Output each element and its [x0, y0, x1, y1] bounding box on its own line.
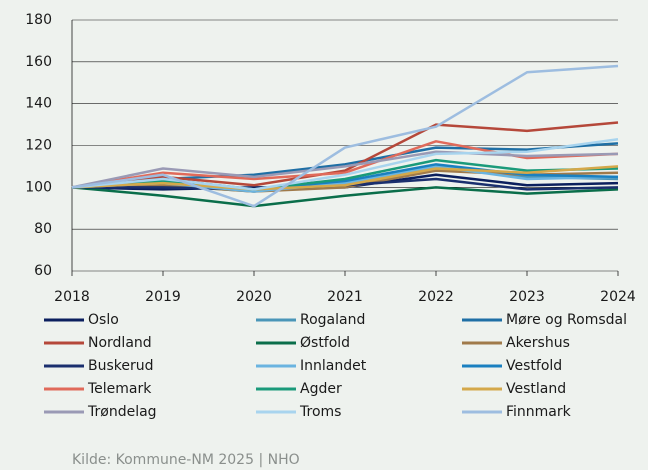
legend-label: Østfold [300, 335, 350, 351]
series-line [71, 121, 619, 189]
x-tick-label: 2022 [418, 289, 454, 305]
source: Kilde: Kommune-NM 2025 | NHO [72, 452, 300, 468]
series-line [71, 186, 619, 208]
series-line [71, 150, 619, 189]
legend-label: Finnmark [506, 404, 572, 420]
legend-label: Møre og Romsdal [506, 312, 627, 328]
legend-label: Vestland [506, 381, 566, 397]
x-tick-label: 2024 [600, 289, 636, 305]
y-tick-label: 100 [25, 179, 52, 195]
legend-label: Troms [299, 404, 341, 420]
legend-label: Rogaland [300, 312, 365, 328]
x-tick-label: 2021 [327, 289, 363, 305]
y-tick-label: 80 [34, 221, 52, 237]
legend-label: Akershus [506, 335, 570, 351]
legend-label: Nordland [88, 335, 152, 351]
y-tick-label: 140 [25, 96, 52, 112]
series-line [71, 158, 619, 191]
x-tick-label: 2018 [54, 289, 90, 305]
legend-label: Buskerud [88, 358, 154, 374]
series-line [71, 137, 619, 191]
series-line [71, 165, 619, 191]
y-tick-label: 160 [25, 54, 52, 70]
x-tick-label: 2020 [236, 289, 272, 305]
legend-label: Agder [300, 381, 342, 397]
series-line [71, 140, 619, 189]
legend-label: Telemark [87, 381, 152, 397]
x-tick-label: 2023 [509, 289, 545, 305]
legend-label: Oslo [88, 312, 119, 328]
legend-label: Vestfold [506, 358, 562, 374]
y-tick-label: 120 [25, 138, 52, 154]
series-line [71, 64, 619, 208]
y-tick-label: 60 [34, 263, 52, 279]
legend-label: Trøndelag [87, 404, 157, 420]
legend-label: Innlandet [300, 358, 367, 374]
x-tick-label: 2019 [145, 289, 181, 305]
y-tick-label: 180 [25, 12, 52, 28]
